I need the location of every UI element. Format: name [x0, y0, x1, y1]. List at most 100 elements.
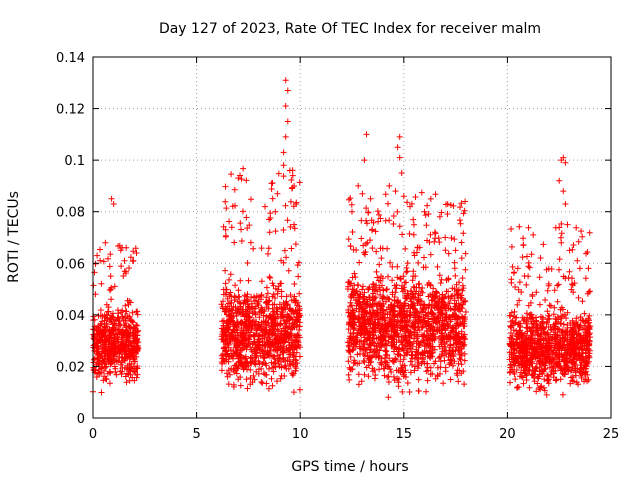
data-point [274, 190, 281, 197]
data-point [292, 241, 299, 248]
data-point [346, 376, 353, 383]
data-point [237, 277, 244, 284]
data-point [245, 277, 252, 284]
data-point [110, 340, 117, 347]
data-point [424, 202, 431, 209]
data-point [556, 177, 563, 184]
data-point [384, 245, 391, 252]
data-point [258, 379, 265, 385]
data-point [275, 361, 282, 367]
data-point [361, 157, 368, 164]
data-point [282, 77, 289, 84]
data-point [107, 347, 114, 354]
data-point [280, 162, 287, 169]
data-point [266, 273, 273, 280]
data-point [235, 376, 242, 383]
data-point [93, 374, 100, 380]
data-point [108, 312, 115, 319]
data-point [121, 257, 128, 264]
data-point [108, 195, 115, 202]
data-point [98, 329, 105, 335]
data-point [286, 360, 293, 367]
data-point [288, 245, 295, 252]
data-point [269, 382, 276, 389]
data-point [347, 195, 354, 202]
data-point [566, 268, 573, 275]
x-tick-label: 0 [89, 427, 97, 442]
data-point [241, 292, 248, 299]
data-point [291, 293, 298, 300]
data-point [218, 367, 225, 374]
data-point [525, 273, 532, 280]
data-point [358, 235, 365, 242]
data-point [585, 265, 592, 272]
data-point [275, 286, 282, 293]
data-point [411, 221, 417, 228]
x-tick-label: 5 [192, 427, 200, 442]
data-point [252, 310, 259, 317]
data-point [461, 207, 468, 214]
data-point [267, 348, 274, 354]
data-point [570, 242, 577, 248]
data-point [126, 333, 133, 340]
data-point [243, 376, 250, 383]
data-point [399, 231, 406, 238]
data-point [542, 297, 549, 303]
data-point [575, 238, 582, 245]
data-point [128, 342, 135, 349]
data-point [296, 179, 303, 186]
data-point [125, 301, 132, 308]
data-point [269, 195, 276, 202]
data-point [427, 364, 434, 371]
data-point [108, 296, 115, 303]
data-point [566, 247, 573, 254]
data-point [558, 230, 565, 237]
data-point [276, 301, 283, 308]
data-point [234, 336, 241, 343]
data-point [294, 337, 300, 344]
data-point [265, 245, 272, 252]
data-point [290, 307, 297, 314]
y-tick-label: 0.12 [56, 103, 85, 118]
data-point [269, 180, 276, 186]
data-point [427, 251, 434, 258]
data-point [451, 236, 458, 243]
data-point [347, 243, 354, 249]
data-point [460, 230, 467, 237]
data-point [229, 333, 236, 340]
data-point [261, 354, 268, 361]
data-point [437, 280, 444, 286]
data-point [394, 144, 401, 151]
data-point [124, 297, 131, 304]
data-point [395, 383, 402, 390]
data-point [404, 260, 411, 267]
data-point [415, 376, 422, 383]
data-point [224, 370, 230, 377]
data-point [289, 316, 296, 323]
data-point [574, 257, 581, 264]
data-point [115, 330, 121, 337]
data-point [120, 273, 127, 279]
data-point [102, 345, 109, 352]
data-point [355, 182, 362, 189]
data-point [244, 260, 251, 266]
data-point [294, 262, 301, 269]
data-point [225, 381, 232, 388]
data-point [228, 306, 235, 313]
data-point [238, 176, 245, 183]
data-point [392, 188, 399, 195]
data-point [224, 340, 231, 347]
data-point [284, 217, 291, 224]
data-point [536, 274, 543, 281]
data-point [560, 321, 567, 328]
data-point [240, 208, 246, 215]
data-point [117, 322, 124, 329]
data-point [231, 327, 238, 334]
data-point [270, 308, 277, 315]
data-point [116, 326, 123, 333]
data-point [370, 281, 376, 288]
y-axis-label: ROTI / TECUs [6, 191, 22, 283]
data-point [385, 200, 391, 207]
data-point [107, 251, 114, 258]
data-point [416, 280, 423, 287]
